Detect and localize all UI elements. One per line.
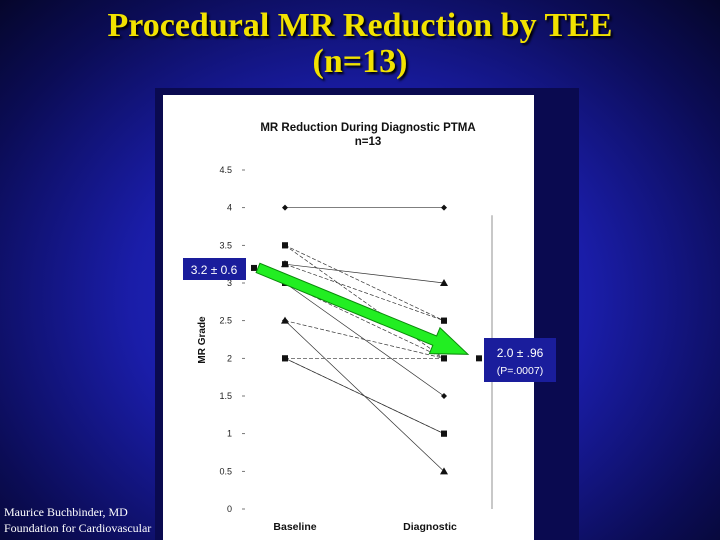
- y-tick-label: 2: [227, 353, 232, 363]
- baseline-mean-label-box: [183, 258, 246, 280]
- y-tick-label: 4.5: [219, 165, 232, 175]
- p-value-label: (P=.0007): [497, 365, 543, 377]
- y-tick-label: 1.5: [219, 391, 232, 401]
- y-tick-label: 2.5: [219, 316, 232, 326]
- y-tick-label: 3.5: [219, 240, 232, 250]
- series-line: [284, 263, 445, 321]
- marker-triangle: [440, 467, 448, 475]
- y-tick-label: 0.5: [219, 466, 232, 476]
- series-line: [284, 245, 445, 359]
- diagnostic-mean-marker: [476, 355, 482, 362]
- marker-triangle: [281, 316, 289, 324]
- series-line: [284, 320, 445, 359]
- series-line: [284, 245, 445, 321]
- diagnostic-mean-label-box: [484, 338, 556, 382]
- y-tick-label: 1: [227, 429, 232, 439]
- credit: Maurice Buchbinder, MD Foundation for Ca…: [4, 504, 151, 536]
- marker-square: [441, 430, 447, 437]
- y-tick-label: 0: [227, 504, 232, 514]
- y-axis-label: MR Grade: [197, 316, 208, 364]
- chart-subtitle: n=13: [355, 136, 382, 148]
- marker-square: [441, 317, 447, 324]
- mean-change-arrow: [255, 262, 470, 355]
- y-tick-label: 4: [227, 203, 232, 213]
- series-line: [284, 263, 445, 284]
- marker-diamond: [282, 204, 288, 211]
- marker-triangle: [440, 279, 448, 286]
- x-tick-label: Baseline: [273, 521, 316, 533]
- y-tick-label: 3: [227, 278, 232, 288]
- credit-clip: Maurice Buchbinder, MD Foundation for Ca…: [0, 0, 156, 540]
- credit-line2: Foundation for Cardiovascular: [4, 521, 152, 535]
- slide-title-line1: Procedural MR Reduction by TEE: [107, 7, 613, 44]
- slide-title-line2: (n=13): [312, 43, 408, 80]
- marker-diamond: [441, 204, 447, 211]
- slide-title: Procedural MR Reduction by TEE (n=13): [0, 8, 720, 80]
- marker-diamond: [441, 355, 447, 362]
- baseline-mean-label: 3.2 ± 0.6: [191, 263, 238, 277]
- marker-square: [282, 355, 288, 362]
- marker-square: [282, 242, 288, 249]
- chart-paper: [163, 95, 534, 540]
- marker-square: [282, 261, 288, 268]
- series-line: [284, 358, 445, 434]
- diagnostic-mean-label: 2.0 ± .96: [497, 346, 544, 360]
- chart-title: MR Reduction During Diagnostic PTMA: [260, 122, 475, 134]
- baseline-mean-marker: [251, 264, 257, 271]
- series-line: [284, 282, 445, 359]
- credit-line1: Maurice Buchbinder, MD: [4, 505, 128, 519]
- marker-diamond: [441, 393, 447, 399]
- x-tick-label: Diagnostic: [403, 521, 457, 533]
